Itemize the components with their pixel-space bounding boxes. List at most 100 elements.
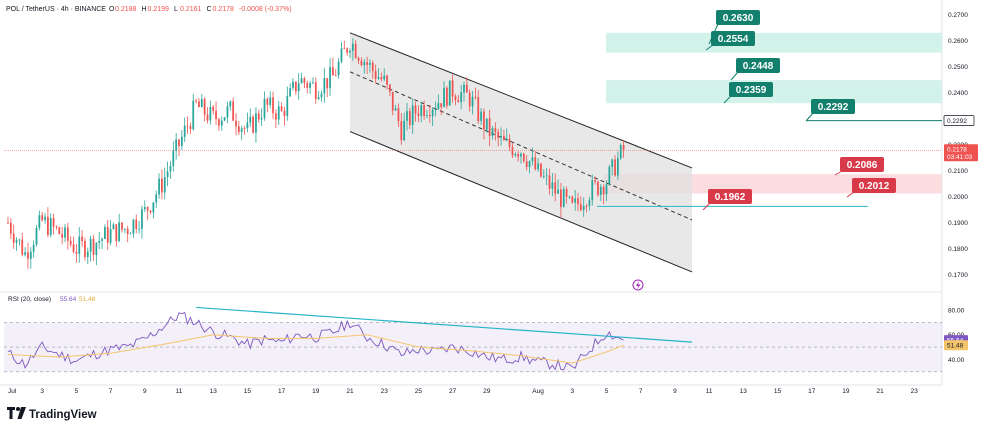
candle-body (605, 184, 608, 195)
y-tick-label: 0.1900 (948, 220, 968, 227)
level-tag[interactable] (840, 157, 884, 172)
candle-body (286, 96, 289, 117)
level-tag[interactable] (736, 58, 780, 73)
candle-body (517, 154, 520, 157)
ohlc-value: -0.0008 (-0.37%) (239, 6, 292, 13)
y-tick-label: 0.2600 (948, 38, 968, 45)
candle-body (428, 115, 431, 117)
channel-upper-line (349, 32, 693, 169)
candle-body (608, 166, 611, 185)
candle-body (81, 236, 83, 241)
rsi-ma-line (7, 334, 624, 364)
candle-body (619, 145, 622, 159)
candle-body (29, 251, 32, 259)
candle-body (320, 93, 323, 98)
candle-body (7, 222, 9, 224)
level-tag[interactable] (716, 10, 760, 25)
candle-body (123, 228, 126, 230)
rsi-line (7, 311, 624, 371)
candle-body (443, 87, 445, 108)
candle-body (138, 228, 140, 230)
candle-body (406, 111, 408, 121)
candle-body (431, 109, 434, 117)
candle-body (346, 48, 349, 53)
candle-body (195, 100, 197, 102)
candle-body (454, 96, 457, 101)
candle-body (18, 239, 21, 241)
candle-body (169, 166, 172, 172)
level-tag-label: 0.2359 (736, 85, 767, 96)
level-tag-label: 0.2448 (743, 61, 774, 72)
candle-body (192, 100, 195, 130)
level-tag[interactable] (811, 99, 855, 114)
level-tag[interactable] (852, 178, 896, 193)
x-tick-label: 7 (639, 388, 643, 395)
candle-body (64, 227, 66, 238)
x-tick-label: 23 (911, 388, 919, 395)
candle-body (106, 227, 109, 243)
ohlc-label: C (207, 6, 212, 13)
candle-body (551, 182, 554, 189)
candle-body (240, 128, 243, 133)
candle-body (437, 103, 440, 110)
x-tick-label: 29 (483, 388, 491, 395)
x-tick-label: 17 (808, 388, 816, 395)
candle-body (505, 138, 508, 141)
candle-body (172, 150, 175, 167)
candle-body (161, 178, 163, 193)
candle-body (548, 175, 551, 189)
candle-body (101, 238, 103, 241)
symbol-title: POL / TetherUS · 4h · BINANCE (6, 6, 106, 13)
axis-level-badge (943, 115, 975, 126)
tradingview-logo: TradingView (7, 407, 97, 421)
target-zone (606, 32, 942, 53)
candle-body (545, 175, 548, 177)
ohlc-value: 0.2199 (148, 6, 170, 13)
x-tick-label: 19 (312, 388, 320, 395)
candle-body (451, 80, 454, 97)
candle-body (383, 75, 386, 80)
candle-body (21, 239, 24, 255)
candle-body (292, 81, 294, 88)
rsi-trendline (196, 306, 693, 343)
candle-body (542, 176, 545, 177)
candle-body (294, 81, 297, 92)
candle-body (135, 219, 138, 230)
candle-body (540, 163, 542, 177)
candle-body (35, 228, 38, 245)
lightning-icon[interactable] (632, 279, 644, 291)
candle-body (218, 119, 220, 126)
x-tick-label: Aug (532, 388, 544, 395)
candle-body (477, 97, 480, 121)
x-tick-label: 13 (740, 388, 748, 395)
level-tag[interactable] (729, 82, 773, 97)
candle-body (457, 100, 460, 103)
candle-body (594, 180, 596, 182)
x-tick-label: 27 (449, 388, 457, 395)
candle-body (349, 50, 351, 53)
candle-body (283, 110, 286, 117)
channel-fill (350, 32, 692, 272)
candle-body (525, 161, 528, 168)
candle-body (354, 43, 357, 58)
candle-body (440, 103, 443, 108)
y-tick-label: 0.2400 (948, 90, 968, 97)
y-tick-label: 0.1700 (948, 272, 968, 279)
candle-body (297, 83, 300, 92)
candle-body (374, 70, 377, 79)
candle-body (132, 219, 135, 234)
candle-body (531, 157, 534, 162)
level-tag[interactable] (708, 189, 752, 204)
candle-body (47, 216, 49, 235)
candle-body (474, 96, 477, 98)
x-tick-label: 9 (673, 388, 677, 395)
candle-body (403, 120, 406, 141)
candle-body (483, 111, 485, 130)
candle-body (78, 236, 81, 254)
candle-body (163, 177, 166, 193)
candle-body (277, 106, 280, 120)
candle-body (571, 196, 574, 203)
level-tag[interactable] (711, 31, 755, 46)
candle-body (275, 113, 277, 120)
